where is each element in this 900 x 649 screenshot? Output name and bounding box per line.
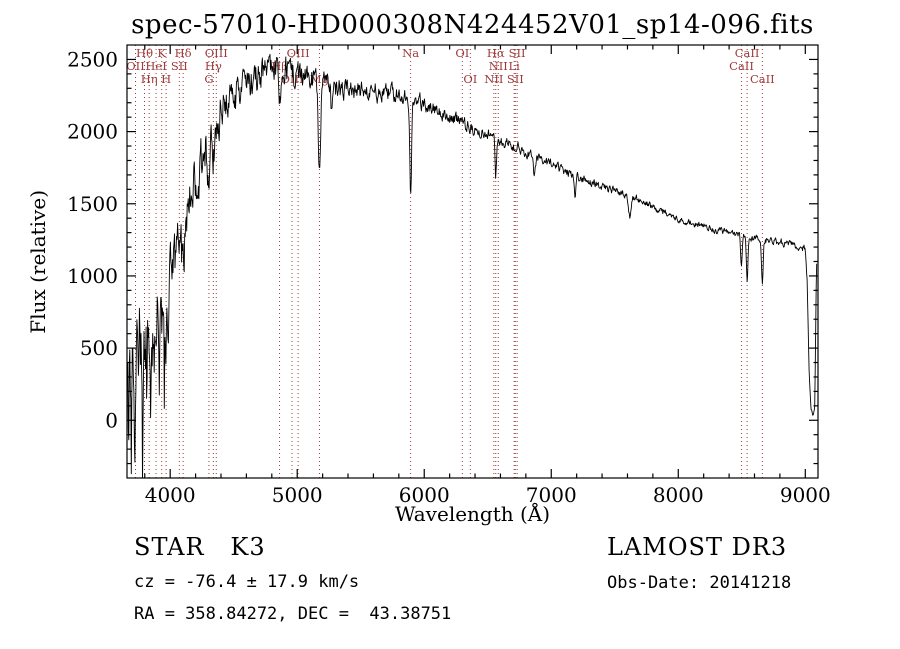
x-tick-label: 6000 [399, 483, 450, 507]
obs-date-text: Obs-Date: 20141218 [607, 573, 792, 593]
y-tick-label: 0 [105, 408, 118, 432]
y-tick-label: 500 [80, 336, 118, 360]
x-tick-label: 5000 [272, 483, 323, 507]
spectral-line-label: OII [126, 59, 145, 73]
spectral-line-label: NII [484, 72, 503, 86]
spectral-line-label: OIII [205, 46, 228, 60]
plot-frame [126, 44, 819, 479]
spectral-line-label: CaII [735, 46, 760, 60]
y-tick-label: 2000 [67, 120, 118, 144]
radial-velocity-text: cz = -76.4 ± 17.9 km/s [134, 572, 360, 592]
spectral-line-label: CaII [729, 59, 754, 73]
spectral-line-label: SII [507, 72, 524, 86]
spectral-line-label: NII [489, 59, 508, 73]
spectral-line-label: SII [171, 59, 188, 73]
spectral-line-label: Hη [141, 72, 158, 86]
x-tick-label: 7000 [526, 483, 577, 507]
y-axis-label: Flux (relative) [16, 45, 60, 478]
spectral-line-label: Na [402, 46, 419, 60]
spectral-line-label: OIII [287, 46, 310, 60]
spectral-line-label: Hγ [205, 59, 222, 73]
spectral-line-label: H [161, 72, 171, 86]
survey-release-text: LAMOST DR3 [607, 533, 788, 561]
spectral-line-label: K [157, 46, 166, 60]
x-tick-label: 9000 [780, 483, 831, 507]
x-axis-label: Wavelength (Å) [394, 502, 551, 526]
y-axis-label-text: Flux (relative) [26, 189, 50, 334]
spectral-line-label: OI [463, 72, 477, 86]
spectral-line-label: OI [455, 46, 469, 60]
y-tick-label: 1000 [67, 264, 118, 288]
spectrum-trace [127, 53, 818, 478]
object-type-text: STAR K3 [134, 533, 266, 561]
spectral-line-label: Hα [487, 46, 505, 60]
spectral-line-label: Li [508, 59, 520, 73]
ra-dec-text: RA = 358.84272, DEC = 43.38751 [134, 604, 452, 624]
x-tick-label: 8000 [653, 483, 704, 507]
y-tick-label: 1500 [67, 192, 118, 216]
spectral-line-label: Hδ [175, 46, 192, 60]
spectral-line-label: G [204, 72, 213, 86]
x-tick-label: 4000 [145, 483, 196, 507]
plot-title: spec-57010-HD000308N424452V01_sp14-096.f… [131, 10, 814, 40]
spectral-line-label: HeI [145, 59, 166, 73]
y-tick-label: 2500 [67, 47, 118, 71]
spectral-line-label: CaII [750, 72, 775, 86]
spectral-line-label: SII [509, 46, 526, 60]
